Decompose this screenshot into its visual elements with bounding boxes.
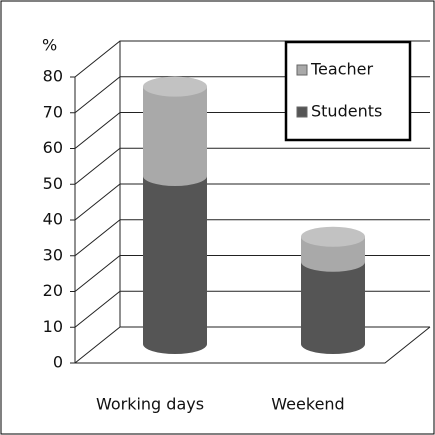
x-tick-label: Weekend — [271, 395, 344, 414]
cylinder-body — [143, 86, 207, 186]
legend-swatch — [296, 106, 308, 118]
legend-label: Teacher — [310, 60, 373, 79]
floor-edge — [75, 326, 431, 364]
y-tick-label: 30 — [43, 245, 63, 264]
grid-line — [74, 147, 430, 185]
cylinder-top — [143, 76, 207, 97]
cylinder-body — [143, 175, 207, 354]
legend-swatch — [296, 64, 308, 76]
legend-label: Students — [311, 102, 382, 121]
cylinder-segment — [301, 226, 365, 272]
cylinder-body — [301, 236, 365, 272]
y-tick-label: 20 — [43, 281, 63, 300]
y-tick-label: 40 — [43, 210, 63, 229]
y-tick-label: 60 — [43, 138, 63, 157]
legend-box — [284, 40, 412, 142]
legend: Teacher Students — [284, 40, 412, 142]
y-axis-label: % — [42, 36, 57, 55]
cylinder-segment — [143, 76, 207, 186]
y-tick-label: 10 — [43, 317, 63, 336]
cylinder-body — [301, 261, 365, 354]
y-tick-label: 80 — [43, 67, 63, 86]
y-tick-label: 70 — [43, 102, 63, 121]
cylinder-segment — [143, 165, 207, 354]
cylinder-top — [301, 226, 365, 247]
grid-line — [74, 183, 430, 221]
y-tick-label: 50 — [43, 174, 63, 193]
grid-line — [74, 219, 430, 257]
x-tick-label: Working days — [96, 395, 204, 414]
y-tick-label: 0 — [53, 353, 63, 372]
